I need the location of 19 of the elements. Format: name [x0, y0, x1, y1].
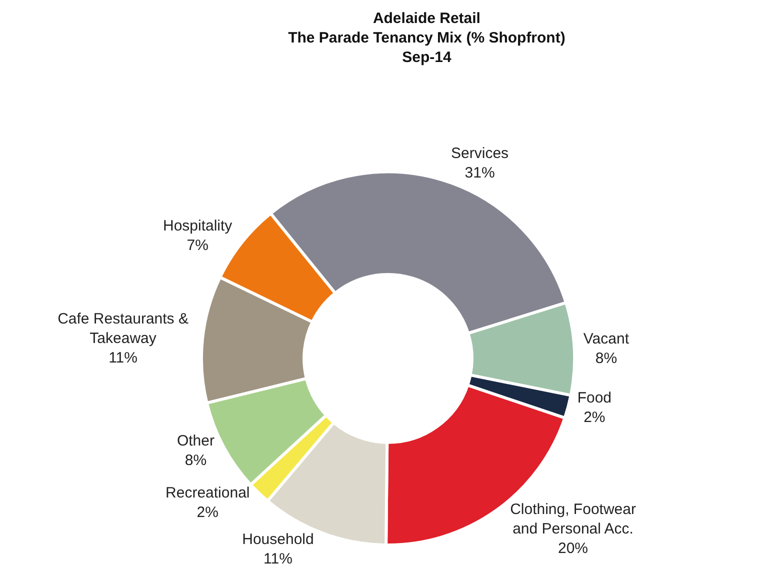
data-label: 2% — [196, 504, 218, 521]
slice-label: Recreational — [166, 484, 250, 502]
chart-title: Adelaide Retail The Parade Tenancy Mix (% Shopfront) Sep-14 — [288, 10, 566, 66]
data-label: 7% — [186, 236, 208, 254]
slice-label: Food — [577, 390, 612, 407]
slice-label: Cafe Restaurants & Takeaway — [58, 310, 188, 348]
slice-label: Hospitality — [162, 217, 233, 234]
slice-label: Household — [242, 531, 314, 548]
data-label: 20% — [558, 540, 588, 558]
data-label: 2% — [584, 409, 606, 426]
data-label: 11% — [264, 550, 292, 568]
data-label: 11% — [108, 350, 138, 367]
data-label: 8% — [184, 452, 207, 469]
slice-label: Clothing, Footwear and Personal Acc. — [510, 501, 636, 538]
slice-label: Vacant — [583, 330, 630, 348]
data-label: 31% — [464, 164, 495, 182]
data-label: 8% — [595, 350, 618, 367]
slice-label: Other — [176, 432, 214, 450]
slice-label: Services — [451, 144, 509, 162]
